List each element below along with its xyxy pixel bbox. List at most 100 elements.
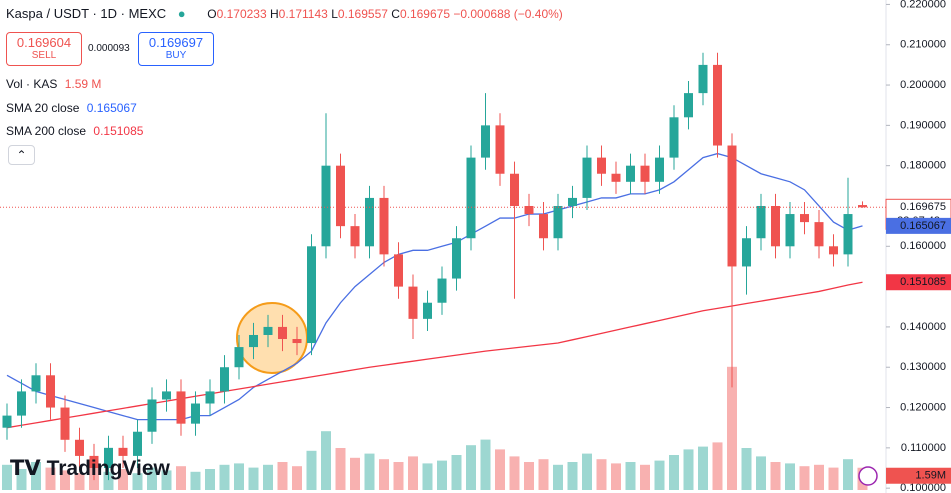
- candle-body: [205, 391, 215, 404]
- candle-body: [626, 165, 635, 182]
- candle-body: [336, 165, 345, 227]
- volume-bar: [292, 466, 302, 490]
- candle-body: [684, 93, 693, 118]
- volume-bar: [364, 453, 375, 490]
- volume-bar: [596, 459, 607, 490]
- candle-body: [147, 399, 157, 432]
- collapse-button[interactable]: ⌃: [8, 145, 35, 165]
- candle-body: [785, 214, 795, 247]
- volume-bar: [814, 464, 824, 490]
- status-dot: ●: [177, 6, 186, 21]
- volume-bar: [437, 460, 447, 490]
- candle-body: [713, 64, 722, 146]
- h-value: 0.171143: [278, 7, 328, 21]
- volume-bar: [567, 462, 578, 490]
- o-value: 0.170233: [216, 7, 267, 21]
- candle-body: [800, 214, 809, 223]
- sma-tag: [886, 274, 951, 291]
- candle-body: [191, 403, 200, 424]
- candle-body: [408, 286, 418, 319]
- candle-body: [756, 205, 766, 239]
- volume-bar: [683, 449, 694, 490]
- volume-bar: [451, 455, 462, 490]
- volume-bar: [799, 466, 810, 490]
- volume-bar: [669, 455, 679, 490]
- volume-bar: [176, 466, 186, 490]
- candle-body: [176, 391, 186, 424]
- volume-bar: [147, 467, 157, 490]
- candle-body: [669, 117, 679, 158]
- l-label: L: [331, 7, 338, 21]
- y-tick-label: 0.120000: [900, 401, 946, 413]
- volume-bar: [553, 464, 563, 490]
- volume-bar: [161, 470, 172, 490]
- volume-tag-value: 1.59M: [915, 470, 946, 482]
- c-label: C: [391, 7, 400, 21]
- y-tick-label: 0.140000: [900, 321, 946, 333]
- candle-body: [350, 226, 360, 247]
- candle-body: [75, 439, 84, 456]
- y-tick-label: 0.180000: [900, 160, 946, 172]
- sma200-name: SMA 200 close: [6, 124, 87, 138]
- volume-bar: [277, 462, 288, 490]
- volume-bar: [480, 439, 491, 490]
- volume-bar: [770, 462, 781, 490]
- volume-bar: [582, 453, 592, 490]
- buy-label: BUY: [165, 50, 187, 61]
- candle-body: [118, 447, 128, 456]
- candle-body: [582, 157, 592, 198]
- volume-bar: [524, 462, 534, 490]
- header: Kaspa / USDT · 1D · MEXC ● O0.170233 H0.…: [6, 6, 563, 21]
- volume-bar: [248, 467, 259, 490]
- sma-tag-value: 0.165067: [900, 220, 946, 232]
- volume-bar: [379, 459, 389, 490]
- volume-bar: [306, 450, 317, 490]
- sma-tag: [886, 217, 951, 234]
- volume-bar: [103, 471, 114, 490]
- volume-tag: [886, 467, 951, 484]
- y-tick-label: 0.190000: [900, 119, 946, 131]
- volume-bar: [756, 456, 766, 490]
- buy-button[interactable]: 0.169697 BUY: [138, 32, 214, 66]
- volume-bar: [350, 457, 360, 490]
- candle-body: [220, 367, 229, 392]
- y-tick-label: 0.130000: [900, 361, 946, 373]
- candle-body: [858, 205, 867, 208]
- candle-body: [89, 455, 99, 469]
- volume-bar: [118, 469, 128, 490]
- volume-bar: [234, 463, 244, 490]
- brand: 𝗧𝗩 TradingView: [10, 456, 170, 481]
- candle-body: [249, 334, 258, 348]
- volume-bar: [538, 459, 549, 490]
- sma-tag-value: 0.151085: [900, 276, 946, 288]
- buy-price: 0.169697: [148, 35, 204, 50]
- volume-bar: [422, 463, 433, 490]
- sell-price: 0.169604: [16, 35, 72, 50]
- volume-bar: [828, 467, 839, 490]
- volume-bar: [466, 445, 476, 490]
- l-value: 0.169557: [337, 7, 388, 21]
- volume-bar: [712, 442, 723, 490]
- price-tag-value: 0.169675: [900, 201, 946, 213]
- candle-body: [60, 407, 70, 440]
- candle-body: [263, 326, 273, 335]
- candle-body: [640, 165, 650, 182]
- candle-body: [510, 173, 519, 206]
- volume-bar: [785, 463, 795, 490]
- candle-body: [814, 222, 824, 247]
- volume-bar: [263, 464, 273, 490]
- candle-body: [539, 214, 548, 239]
- price-axis: [886, 0, 951, 493]
- candle-body: [727, 145, 737, 267]
- sma20-legend: SMA 20 close 0.165067: [6, 101, 137, 115]
- symbol-title: Kaspa / USDT · 1D · MEXC: [6, 6, 167, 21]
- sell-button[interactable]: 0.169604 SELL: [6, 32, 82, 66]
- volume-bar: [205, 469, 215, 490]
- y-tick-label: 0.110000: [901, 442, 946, 454]
- candle-body: [495, 125, 505, 174]
- change: −0.000688 (−0.40%): [453, 7, 563, 21]
- ohlc: O0.170233 H0.171143 L0.169557 C0.169675 …: [207, 7, 563, 21]
- sell-label: SELL: [31, 50, 57, 61]
- y-tick-label: 0.100000: [900, 482, 946, 493]
